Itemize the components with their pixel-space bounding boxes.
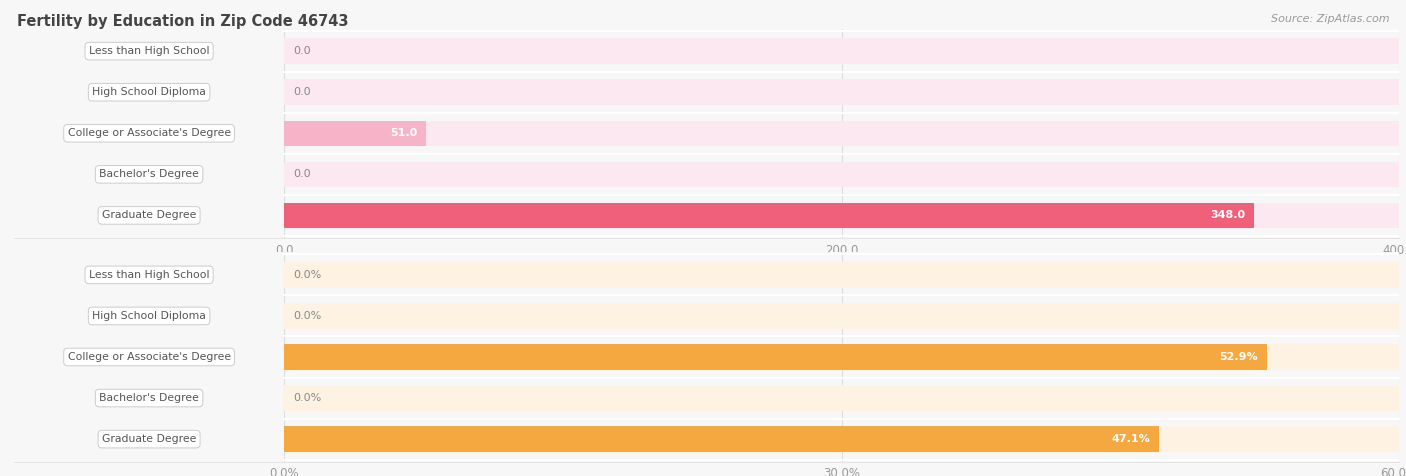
Bar — [284, 203, 1399, 228]
Text: 0.0: 0.0 — [292, 87, 311, 97]
Text: 0.0%: 0.0% — [292, 270, 322, 280]
Bar — [284, 386, 1399, 411]
Text: High School Diploma: High School Diploma — [93, 311, 207, 321]
Text: 0.0: 0.0 — [292, 46, 311, 56]
Bar — [284, 344, 1399, 370]
Bar — [284, 79, 1399, 105]
Text: Bachelor's Degree: Bachelor's Degree — [100, 393, 200, 403]
Text: Fertility by Education in Zip Code 46743: Fertility by Education in Zip Code 46743 — [17, 14, 349, 30]
Text: 0.0: 0.0 — [292, 169, 311, 179]
Bar — [284, 39, 1399, 64]
Text: Less than High School: Less than High School — [89, 46, 209, 56]
Text: Graduate Degree: Graduate Degree — [101, 210, 197, 220]
Text: 52.9%: 52.9% — [1219, 352, 1258, 362]
Text: Less than High School: Less than High School — [89, 270, 209, 280]
Bar — [284, 344, 1267, 370]
Bar — [284, 262, 1399, 288]
Bar — [284, 303, 1399, 328]
Bar — [284, 203, 1254, 228]
Text: 0.0%: 0.0% — [292, 393, 322, 403]
Text: College or Associate's Degree: College or Associate's Degree — [67, 128, 231, 139]
Bar — [284, 120, 1399, 146]
Text: College or Associate's Degree: College or Associate's Degree — [67, 352, 231, 362]
Text: High School Diploma: High School Diploma — [93, 87, 207, 97]
Text: 0.0%: 0.0% — [292, 311, 322, 321]
Text: 51.0: 51.0 — [389, 128, 418, 139]
Bar — [284, 162, 1399, 187]
Text: 348.0: 348.0 — [1211, 210, 1246, 220]
Text: Graduate Degree: Graduate Degree — [101, 434, 197, 444]
Text: Source: ZipAtlas.com: Source: ZipAtlas.com — [1271, 14, 1389, 24]
Bar — [284, 426, 1160, 452]
Bar — [284, 120, 426, 146]
Text: 47.1%: 47.1% — [1112, 434, 1150, 444]
Text: Bachelor's Degree: Bachelor's Degree — [100, 169, 200, 179]
Bar — [284, 426, 1399, 452]
